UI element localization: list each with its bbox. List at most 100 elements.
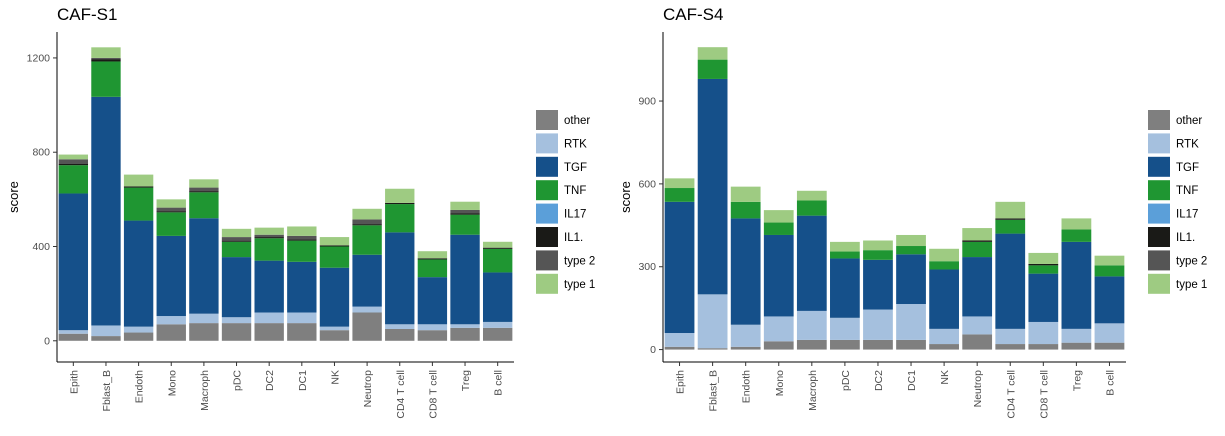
bar-b-cell-type-1 bbox=[482, 241, 513, 248]
bar-stack-pdc bbox=[830, 241, 860, 350]
bar-dc1-other bbox=[287, 323, 317, 341]
bar-treg-type-2 bbox=[450, 209, 480, 214]
bar-mono-tnf bbox=[763, 222, 794, 235]
bar-nk-type-1 bbox=[929, 248, 959, 262]
legend-swatch-type-1 bbox=[536, 273, 558, 294]
bar-epith-type-2 bbox=[58, 159, 89, 164]
bar-mono-other bbox=[763, 341, 794, 350]
bar-stack-cd4-t-cell bbox=[995, 201, 1026, 350]
chart-title: CAF-S1 bbox=[57, 5, 117, 24]
bar-stack-dc1 bbox=[287, 226, 317, 341]
legend-swatch-type-1 bbox=[1148, 273, 1170, 294]
legend-swatch-type-2 bbox=[536, 250, 558, 271]
y-tick-label: 1200 bbox=[27, 52, 51, 64]
legend-label: other bbox=[564, 115, 590, 127]
bar-endoth-rtk bbox=[123, 326, 154, 333]
legend-label: IL1. bbox=[564, 232, 583, 244]
x-tick-label: Mono bbox=[774, 370, 786, 396]
legend-swatch-tnf bbox=[536, 180, 558, 201]
bar-nk-other bbox=[929, 344, 959, 350]
bar-cd4-t-cell-tgf bbox=[995, 233, 1026, 329]
bar-dc1-rtk bbox=[287, 312, 317, 324]
legend-label: IL17 bbox=[564, 209, 586, 221]
bar-fblast-b-rtk bbox=[697, 294, 728, 349]
bar-dc2-rtk bbox=[254, 312, 284, 324]
y-tick-label: 800 bbox=[32, 147, 50, 159]
bar-cd8-t-cell-il1 bbox=[1028, 263, 1059, 266]
bar-mono-type-1 bbox=[763, 210, 794, 223]
bar-epith-other bbox=[58, 333, 89, 341]
legend-swatch-other bbox=[1148, 110, 1170, 130]
bar-macroph-type-1 bbox=[189, 179, 219, 188]
bar-cd8-t-cell-tgf bbox=[1028, 273, 1059, 322]
bar-fblast-b-type-2 bbox=[91, 57, 121, 60]
legend-swatch-tgf bbox=[536, 156, 558, 177]
chart-title: CAF-S4 bbox=[663, 5, 723, 24]
bar-endoth-type-1 bbox=[123, 174, 154, 187]
bar-cd4-t-cell-type-1 bbox=[385, 188, 415, 203]
bar-cd8-t-cell-il1 bbox=[417, 258, 448, 260]
x-tick-label: Treg bbox=[1071, 370, 1083, 391]
x-tick-label: DC2 bbox=[873, 370, 885, 391]
bar-neutrop-tnf bbox=[962, 241, 993, 258]
bar-fblast-b-il1 bbox=[91, 59, 121, 62]
bar-neutrop-other bbox=[352, 312, 382, 341]
bar-stack-neutrop bbox=[962, 228, 993, 350]
bar-nk-tnf bbox=[319, 246, 350, 268]
bar-cd4-t-cell-other bbox=[995, 344, 1026, 350]
bar-nk-rtk bbox=[319, 326, 350, 331]
bar-fblast-b-tnf bbox=[91, 61, 121, 97]
legend-label: type 1 bbox=[564, 279, 595, 291]
bar-stack-nk bbox=[929, 248, 959, 350]
legend: other RTK TGF TNF IL17 IL1. type 2 type 1 bbox=[536, 110, 595, 294]
bar-endoth-tgf bbox=[123, 220, 154, 327]
bar-treg-rtk bbox=[1061, 328, 1092, 343]
legend-label: TGF bbox=[1176, 162, 1199, 174]
bar-endoth-other bbox=[730, 346, 761, 350]
bar-b-cell-type-1 bbox=[1094, 255, 1125, 266]
legend-swatch-other bbox=[536, 110, 558, 130]
bar-macroph-other bbox=[796, 339, 827, 350]
x-tick-label: Fblast_B bbox=[101, 370, 113, 411]
bar-epith-type-1 bbox=[664, 178, 695, 189]
bar-mono-tgf bbox=[156, 235, 186, 317]
bar-dc2-type-1 bbox=[254, 227, 284, 235]
bar-neutrop-other bbox=[962, 334, 993, 350]
bar-treg-tgf bbox=[450, 234, 480, 325]
bar-pdc-type-1 bbox=[221, 228, 252, 238]
bar-epith-type-1 bbox=[58, 154, 89, 160]
bar-cd4-t-cell-rtk bbox=[385, 324, 415, 329]
legend-swatch-rtk bbox=[1148, 133, 1170, 154]
x-tick-label: DC2 bbox=[264, 370, 276, 391]
bar-neutrop-type-1 bbox=[962, 228, 993, 241]
bar-treg-other bbox=[450, 327, 480, 341]
bar-stack-dc2 bbox=[863, 240, 893, 350]
bar-stack-b-cell bbox=[482, 241, 513, 341]
bar-neutrop-tgf bbox=[962, 257, 993, 317]
bar-macroph-rtk bbox=[189, 313, 219, 324]
bar-stack-macroph bbox=[796, 190, 827, 350]
bar-b-cell-other bbox=[1094, 342, 1125, 350]
bar-fblast-b-tnf bbox=[697, 59, 728, 79]
bar-endoth-tnf bbox=[730, 201, 761, 219]
bar-b-cell-tnf bbox=[482, 248, 513, 273]
bar-stack-macroph bbox=[189, 179, 219, 341]
x-tick-label: Neutrop bbox=[972, 370, 984, 408]
bar-cd8-t-cell-type-1 bbox=[417, 251, 448, 259]
x-tick-label: NK bbox=[329, 370, 341, 385]
bar-mono-tgf bbox=[763, 234, 794, 317]
bar-mono-type-2 bbox=[156, 207, 186, 212]
bar-fblast-b-type-1 bbox=[91, 47, 121, 58]
x-tick-label: Fblast_B bbox=[708, 370, 720, 411]
bar-dc2-type-2 bbox=[254, 234, 284, 238]
bar-neutrop-rtk bbox=[962, 316, 993, 335]
bar-cd4-t-cell-tnf bbox=[995, 219, 1026, 234]
bar-fblast-b-other bbox=[91, 336, 121, 341]
legend: other RTK TGF TNF IL17 IL1. type 2 type 1 bbox=[1148, 110, 1207, 294]
bar-nk-tgf bbox=[319, 267, 350, 327]
bar-epith-il1 bbox=[58, 164, 89, 166]
bar-neutrop-type-1 bbox=[352, 208, 382, 220]
bar-pdc-type-1 bbox=[830, 241, 860, 252]
bar-mono-rtk bbox=[763, 316, 794, 342]
x-tick-label: Endoth bbox=[741, 370, 753, 403]
